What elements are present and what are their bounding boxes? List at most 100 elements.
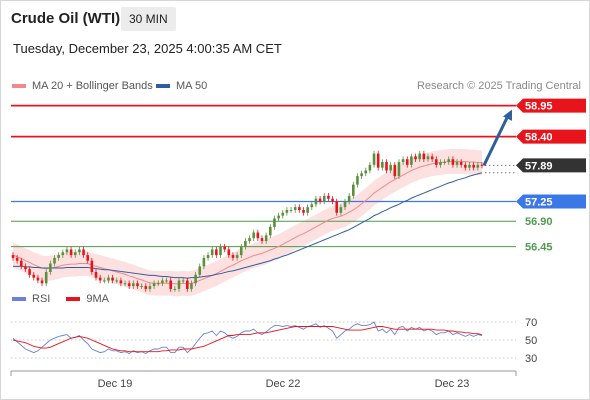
candle-body: [468, 164, 471, 168]
candle-body: [115, 280, 119, 282]
candle-body: [82, 249, 85, 256]
level-tag-58.95: [516, 98, 586, 113]
candle-body: [111, 277, 114, 281]
candle-body: [223, 246, 226, 250]
candle-body: [285, 209, 289, 213]
candle-body: [289, 209, 293, 211]
candle-body: [136, 283, 139, 287]
rsi-ma-line: [12, 326, 483, 353]
legend-ma20: MA 20 + Bollinger Bands: [12, 80, 153, 92]
candle-body: [90, 260, 94, 272]
candle-body: [186, 280, 189, 289]
candle-body: [119, 280, 123, 284]
candle-body: [260, 238, 264, 241]
candle-body: [352, 184, 355, 196]
candle-body: [132, 283, 135, 287]
candle-body: [318, 198, 322, 202]
level-label-56.45: 56.45: [525, 242, 553, 254]
rsi-ma-legend-label: 9MA: [86, 293, 109, 305]
level-label-57.25: 57.25: [525, 197, 553, 209]
candle-body: [181, 280, 185, 282]
candle-body: [331, 198, 334, 202]
candle-body: [426, 156, 430, 160]
candle-body: [215, 249, 218, 256]
candle-body: [339, 207, 343, 213]
legend-ma50: MA 50: [156, 80, 207, 92]
candle-body: [306, 207, 309, 213]
candle-body: [219, 246, 222, 256]
bollinger-band: [13, 149, 482, 297]
level-tag-58.40: [516, 129, 586, 144]
candle-body: [53, 257, 56, 264]
candle-body: [302, 209, 305, 213]
candle-body: [248, 238, 251, 241]
candle-body: [364, 170, 368, 174]
candle-body: [273, 218, 276, 227]
candle-body: [381, 162, 384, 168]
candle-body: [65, 249, 69, 253]
candle-body: [227, 249, 231, 256]
candle-body: [314, 198, 318, 205]
candle-body: [98, 277, 102, 281]
candle-body: [335, 201, 338, 213]
candle-body: [414, 156, 417, 160]
level-label-56.90: 56.90: [525, 216, 553, 228]
candle-body: [472, 164, 475, 168]
candle-body: [210, 249, 214, 256]
candle-body: [15, 257, 19, 261]
candle-body: [165, 280, 168, 282]
candle-body: [356, 176, 359, 185]
candle-body: [447, 159, 451, 163]
candle-body: [20, 260, 23, 267]
rsi-legend: RSI 9MA: [12, 293, 109, 305]
rsi-swatch-icon: [12, 297, 26, 301]
rsi-tick-label-30: 30: [525, 353, 537, 365]
candle-body: [244, 240, 247, 247]
candle-body: [347, 195, 351, 202]
level-label-58.40: 58.40: [525, 132, 553, 144]
ma50-swatch-icon: [156, 84, 170, 88]
candle-body: [455, 162, 459, 165]
rsi-ma-swatch-icon: [66, 297, 81, 301]
candle-body: [127, 283, 131, 287]
instrument-title: Crude Oil (WTI): [11, 10, 121, 27]
candle-body: [480, 164, 484, 166]
candle-body: [161, 280, 164, 284]
legend-ma50-label: MA 50: [176, 80, 208, 92]
candle-body: [28, 269, 31, 275]
rsi-legend-label: RSI: [32, 293, 51, 305]
research-credit: Research © 2025 Trading Central: [416, 80, 581, 92]
level-tag-57.25: [516, 194, 586, 209]
candle-body: [476, 164, 480, 168]
candle-body: [277, 215, 280, 219]
candle-body: [293, 207, 297, 210]
candle-body: [194, 274, 197, 284]
candle-body: [40, 280, 44, 284]
candle-body: [389, 164, 392, 171]
candle-body: [123, 283, 127, 285]
candle-body: [376, 153, 380, 168]
candle-body: [459, 162, 463, 165]
candle-body: [78, 249, 81, 253]
candle-body: [393, 164, 397, 177]
candle-body: [173, 288, 177, 290]
candle-body: [252, 232, 255, 239]
candle-body: [156, 283, 160, 285]
candle-body: [397, 162, 401, 177]
candle-body: [435, 159, 438, 165]
candle-body: [44, 272, 48, 284]
timeframe-badge[interactable]: 30 MIN: [121, 7, 176, 31]
ma20-swatch-icon: [12, 84, 26, 88]
candle-body: [140, 286, 143, 288]
candle-body: [235, 255, 239, 258]
candle-body: [24, 266, 27, 270]
candle-body: [69, 249, 73, 256]
candle-body: [310, 204, 314, 208]
projection-arrow-shaft: [482, 114, 510, 167]
x-tick-label: Dec 23: [435, 378, 470, 390]
candle-body: [202, 257, 206, 267]
candle-body: [231, 255, 235, 258]
candle-body: [327, 195, 330, 199]
candle-body: [430, 156, 434, 160]
candle-body: [148, 286, 152, 289]
